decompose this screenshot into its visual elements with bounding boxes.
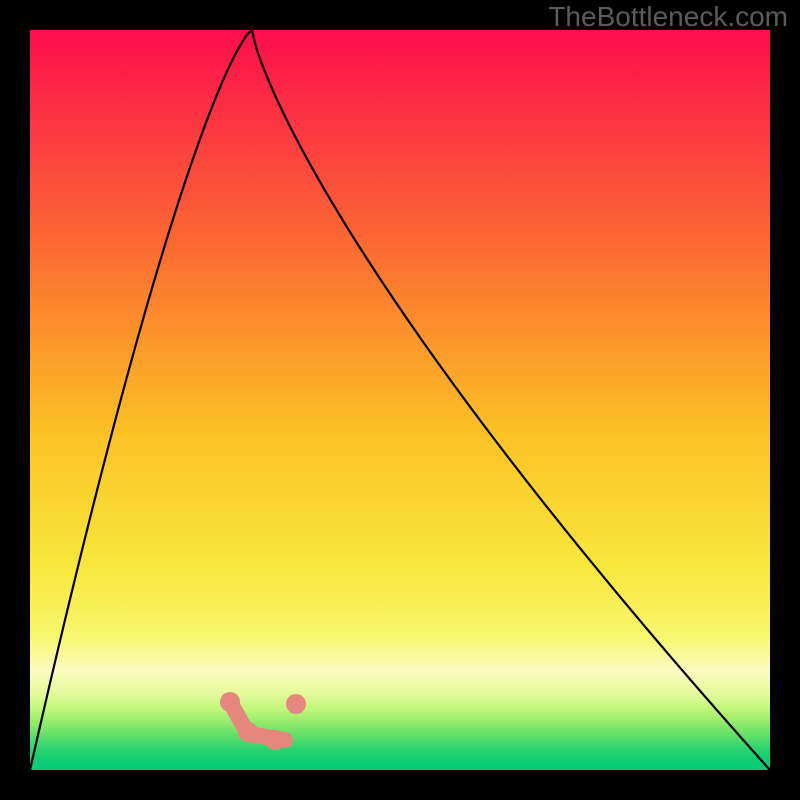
bottleneck-chart: TheBottleneck.com <box>0 0 800 800</box>
watermark-text: TheBottleneck.com <box>548 1 788 32</box>
plot-gradient-background <box>30 30 770 770</box>
